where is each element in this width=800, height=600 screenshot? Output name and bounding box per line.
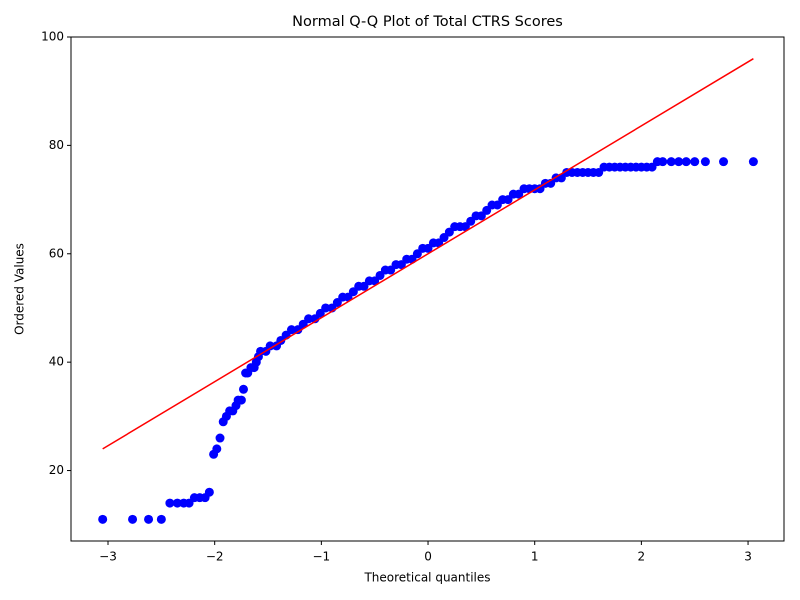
y-axis-label: Ordered Values	[13, 243, 27, 335]
x-tick-label: −1	[313, 550, 331, 564]
x-tick-label: 2	[638, 550, 646, 564]
point	[144, 514, 154, 524]
point	[265, 341, 275, 351]
point	[666, 157, 676, 167]
point	[204, 487, 214, 497]
x-tick-label: −3	[99, 550, 117, 564]
x-tick-label: 3	[744, 550, 752, 564]
point	[321, 303, 331, 313]
point	[286, 325, 296, 335]
point	[748, 157, 758, 167]
point	[690, 157, 700, 167]
point	[236, 395, 246, 405]
axes-frame	[70, 36, 785, 542]
point	[700, 157, 710, 167]
point	[128, 514, 138, 524]
x-tick-label: 0	[424, 550, 432, 564]
point	[215, 433, 225, 443]
point	[156, 514, 166, 524]
y-tick-label: 60	[49, 246, 64, 260]
point	[238, 384, 248, 394]
x-tick-label: −2	[206, 550, 224, 564]
point	[674, 157, 684, 167]
y-tick-label: 80	[49, 138, 64, 152]
x-axis-label: Theoretical quantiles	[363, 571, 490, 585]
chart-title: Normal Q-Q Plot of Total CTRS Scores	[292, 14, 563, 30]
point	[658, 157, 668, 167]
y-tick-label: 100	[41, 30, 64, 44]
point	[681, 157, 691, 167]
point	[212, 444, 222, 454]
reference-line	[102, 58, 754, 450]
point	[304, 314, 314, 324]
x-tick-label: 1	[531, 550, 539, 564]
point	[165, 498, 175, 508]
point	[719, 157, 729, 167]
point	[98, 514, 108, 524]
y-tick-label: 20	[49, 463, 64, 477]
plot-area	[98, 58, 758, 524]
y-tick-label: 40	[49, 355, 64, 369]
point	[172, 498, 182, 508]
